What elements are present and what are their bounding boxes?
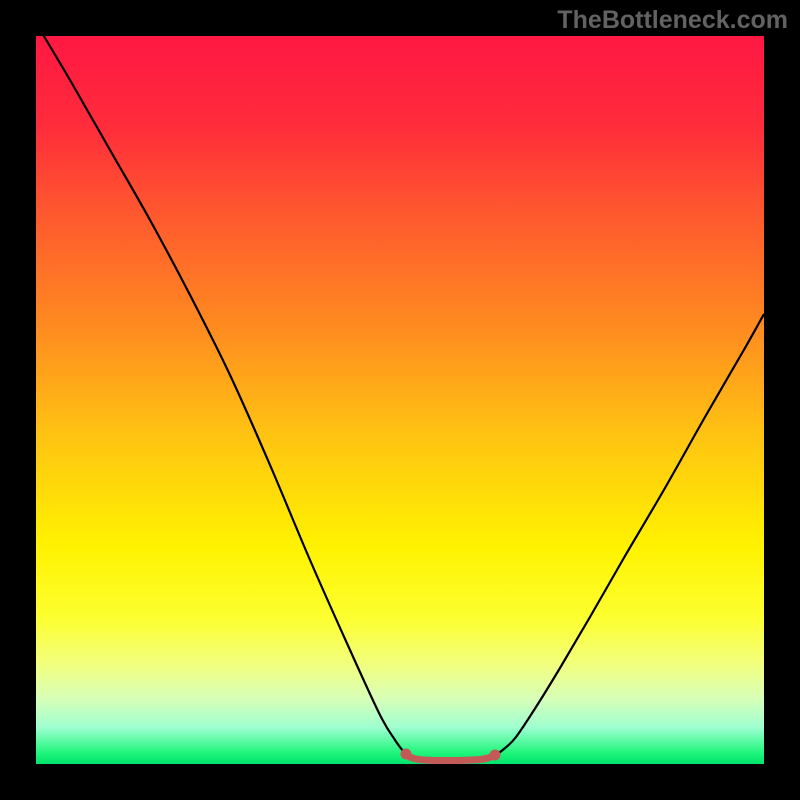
chart-root: TheBottleneck.com bbox=[0, 0, 800, 800]
optimal-range-endpoint-dot bbox=[401, 749, 412, 760]
bottleneck-curve-chart bbox=[0, 0, 800, 800]
gradient-background bbox=[36, 36, 764, 764]
watermark-text: TheBottleneck.com bbox=[557, 6, 788, 35]
optimal-range-endpoint-dot bbox=[490, 750, 501, 761]
